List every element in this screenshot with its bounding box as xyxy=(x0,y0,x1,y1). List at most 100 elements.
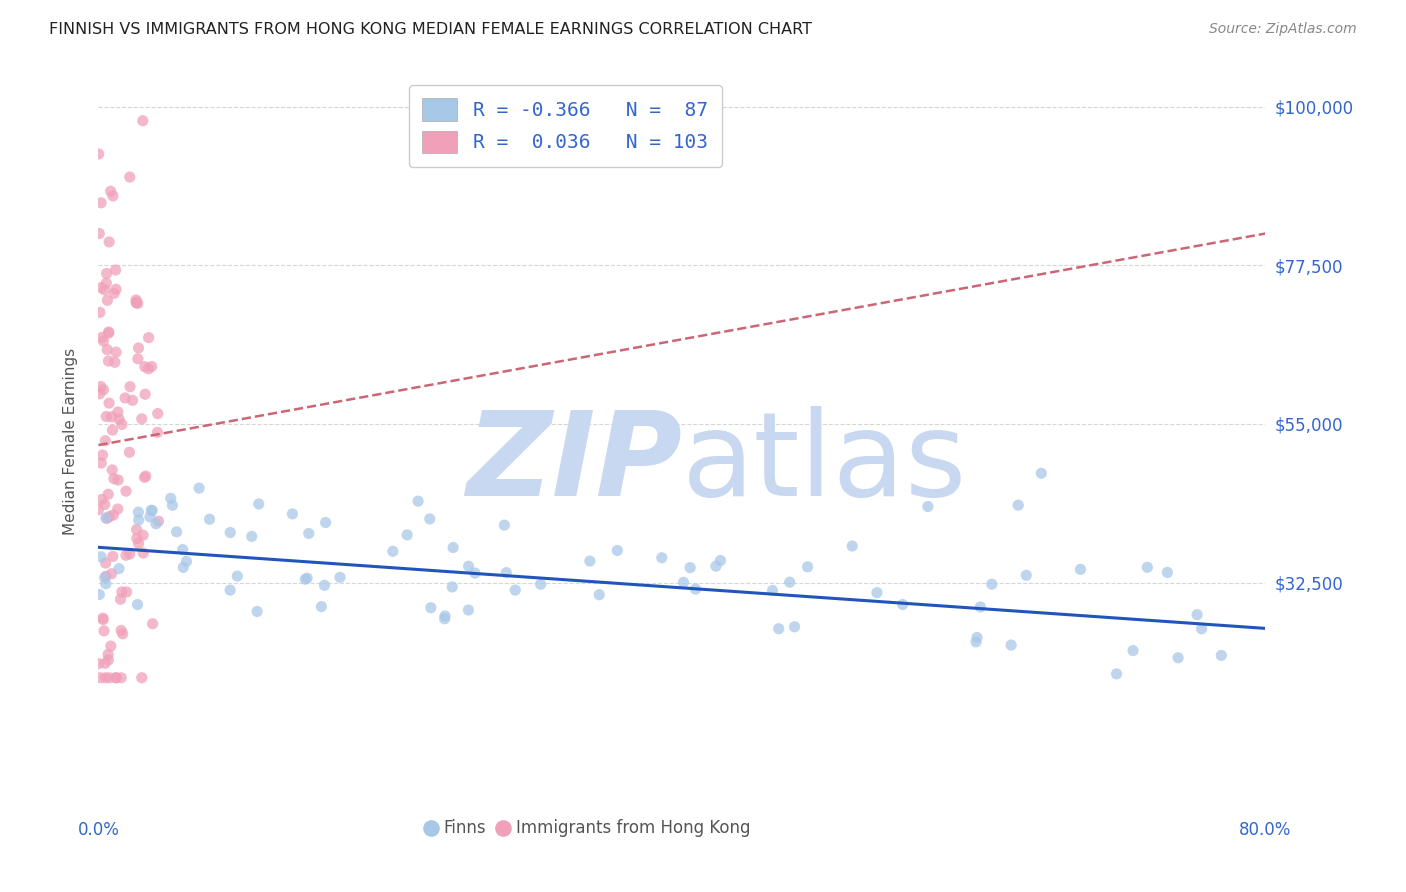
Point xyxy=(198,512,221,526)
Text: ZIP: ZIP xyxy=(465,406,682,521)
Point xyxy=(329,570,352,584)
Point xyxy=(419,512,441,526)
Point xyxy=(93,624,115,638)
Point xyxy=(90,549,112,564)
Point xyxy=(162,498,184,512)
Point xyxy=(110,624,132,638)
Point xyxy=(240,529,263,543)
Point xyxy=(90,330,112,344)
Point xyxy=(98,235,121,249)
Point xyxy=(97,487,120,501)
Point xyxy=(107,473,129,487)
Point xyxy=(891,598,914,612)
Point xyxy=(93,571,115,585)
Point xyxy=(980,577,1002,591)
Point xyxy=(110,671,132,685)
Point xyxy=(100,184,122,198)
Point xyxy=(146,425,169,440)
Point xyxy=(148,514,170,528)
Point xyxy=(135,469,157,483)
Point xyxy=(89,671,111,685)
Point xyxy=(97,648,120,662)
Point xyxy=(104,263,127,277)
Point xyxy=(125,295,148,310)
Point xyxy=(105,671,128,685)
Point xyxy=(94,569,117,583)
Point xyxy=(91,613,114,627)
Point xyxy=(917,500,939,514)
Point xyxy=(89,588,111,602)
Point xyxy=(1015,568,1038,582)
Point xyxy=(1069,562,1091,576)
Point xyxy=(91,611,114,625)
Point xyxy=(94,556,117,570)
Point xyxy=(965,635,987,649)
Point xyxy=(107,405,129,419)
Point xyxy=(406,494,429,508)
Point xyxy=(90,456,112,470)
Point xyxy=(1167,650,1189,665)
Point xyxy=(783,620,806,634)
Point xyxy=(396,528,419,542)
Point xyxy=(134,470,156,484)
Point xyxy=(1000,638,1022,652)
Point xyxy=(139,509,162,524)
Point xyxy=(96,511,118,525)
Point xyxy=(588,588,610,602)
Point xyxy=(128,513,150,527)
Point xyxy=(188,481,211,495)
Point xyxy=(172,542,194,557)
Point xyxy=(1156,566,1178,580)
Point xyxy=(96,276,118,290)
Point xyxy=(87,147,110,161)
Point xyxy=(134,387,156,401)
Point xyxy=(966,631,988,645)
Point xyxy=(125,532,148,546)
Point xyxy=(1191,622,1213,636)
Point xyxy=(97,325,120,339)
Point xyxy=(841,539,863,553)
Point xyxy=(97,653,120,667)
Point xyxy=(125,295,148,310)
Point xyxy=(115,585,138,599)
Point xyxy=(704,559,727,574)
Point xyxy=(94,511,117,525)
Point xyxy=(101,423,124,437)
Point xyxy=(434,609,457,624)
Point xyxy=(433,612,456,626)
Point xyxy=(1122,643,1144,657)
Point xyxy=(97,354,120,368)
Point xyxy=(131,411,153,425)
Point xyxy=(97,326,120,340)
Point xyxy=(87,657,110,671)
Point xyxy=(107,502,129,516)
Point xyxy=(132,528,155,542)
Point xyxy=(100,566,122,581)
Point xyxy=(93,383,115,397)
Point xyxy=(105,345,128,359)
Point xyxy=(127,351,149,366)
Point xyxy=(1105,666,1128,681)
Point xyxy=(1185,607,1208,622)
Text: Source: ZipAtlas.com: Source: ZipAtlas.com xyxy=(1209,22,1357,37)
Point xyxy=(115,484,138,499)
Point xyxy=(111,627,134,641)
Point xyxy=(127,505,149,519)
Point xyxy=(96,267,118,281)
Point xyxy=(176,554,198,568)
Point xyxy=(298,526,321,541)
Point xyxy=(94,497,117,511)
Point xyxy=(294,572,316,586)
Point xyxy=(91,448,114,462)
Point xyxy=(172,560,194,574)
Point xyxy=(457,603,479,617)
Point xyxy=(94,576,117,591)
Point xyxy=(93,283,115,297)
Point xyxy=(530,577,553,591)
Point xyxy=(118,170,141,185)
Point xyxy=(606,543,628,558)
Point xyxy=(111,417,134,432)
Point xyxy=(1211,648,1233,663)
Point xyxy=(96,293,118,308)
Point xyxy=(98,509,121,524)
